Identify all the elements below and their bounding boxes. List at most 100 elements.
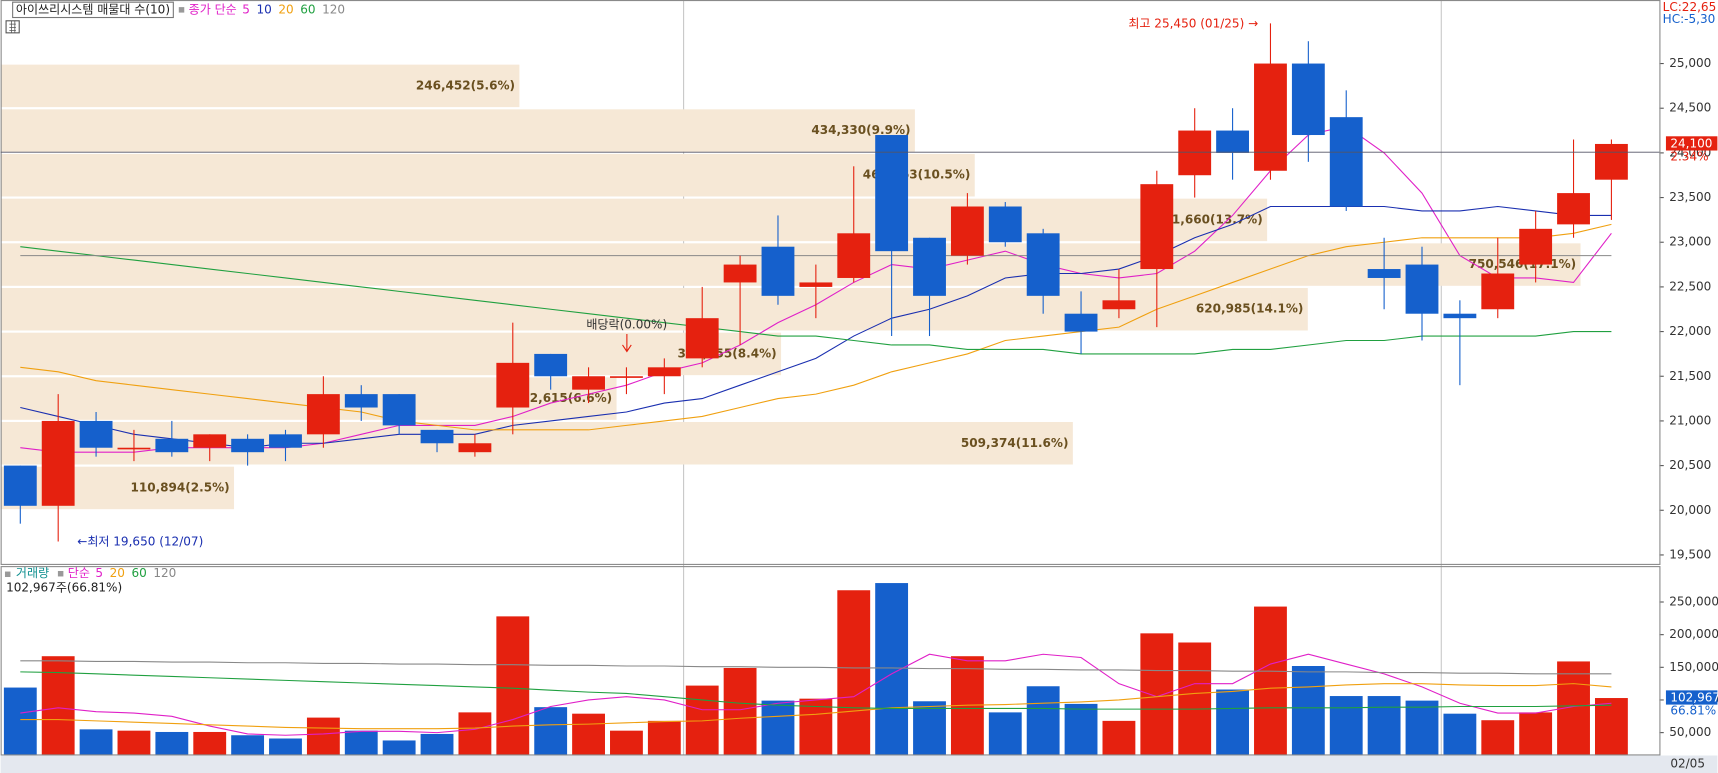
candle-body [647, 367, 681, 377]
candle-body [950, 206, 984, 256]
candle-body [1557, 193, 1590, 225]
volume-bar [875, 583, 909, 756]
candle-body [875, 135, 909, 252]
candle-body [1026, 233, 1060, 296]
candle-body [41, 420, 75, 506]
low-note: ←최저 19,650 (12/07) [77, 534, 203, 548]
volume-subtitle: 102,967주(66.81%) [6, 580, 122, 594]
volume-bar [1443, 713, 1477, 756]
candle-body [572, 376, 605, 390]
ma-line [20, 660, 1612, 675]
volume-bar [1329, 696, 1363, 756]
candle-body [988, 206, 1022, 243]
y-tick-label: 22,000 [1669, 324, 1711, 338]
candle-body [534, 353, 568, 377]
last-price-change: 2.34% [1670, 150, 1708, 164]
volume-bar [799, 698, 833, 756]
y-tick-label: 20,500 [1669, 458, 1711, 472]
legend-marker [4, 571, 11, 578]
candle-body [1254, 63, 1287, 171]
ma-line [20, 653, 1612, 736]
last-volume-badge [1665, 690, 1718, 705]
volume-bar [1102, 720, 1136, 756]
volume-bar [837, 590, 871, 756]
volume-bar [41, 656, 75, 756]
volume-bar [1291, 666, 1325, 756]
x-axis-strip [0, 755, 1718, 773]
legend-entry: 20 [278, 2, 293, 16]
volume-bar [496, 616, 530, 756]
profile-label: 110,894(2.5%) [130, 480, 229, 494]
last-price-label: 24,100 [1670, 136, 1712, 150]
candle-body [1367, 269, 1401, 278]
y-tick-label: 23,500 [1669, 190, 1711, 204]
volume-bar [1178, 642, 1212, 756]
volume-bar [3, 687, 37, 756]
y-tick-label: 23,000 [1669, 235, 1711, 249]
candle-body [193, 434, 227, 448]
candle-body [3, 465, 37, 506]
legend-title-box [12, 1, 174, 19]
candle-body [344, 394, 378, 408]
profile-label: 246,452(5.6%) [416, 78, 515, 92]
last-volume-ratio: 66.81% [1670, 704, 1716, 718]
candle-body [761, 246, 795, 296]
y-tick-label: 50,000 [1669, 725, 1711, 739]
legend-entry: 5 [242, 2, 250, 16]
candle-body [1102, 300, 1136, 310]
volume-bar [1254, 606, 1287, 756]
dividend-arrow [622, 333, 632, 353]
legend-entry: 120 [153, 566, 176, 580]
x-end-label: 02/05 [1670, 757, 1705, 771]
candle-body [458, 443, 492, 453]
lc-label: LC:22,65 [1663, 0, 1717, 14]
volume-bar [193, 731, 227, 756]
profile-bar [0, 198, 1268, 242]
volume-bar [1519, 712, 1553, 756]
profile-label: 434,330(9.9%) [811, 123, 910, 137]
legend-entry: 60 [131, 566, 146, 580]
candle-body [231, 438, 265, 453]
legend-title: 거래량 [16, 566, 49, 580]
candle-body [382, 394, 416, 426]
candle-body [799, 282, 833, 287]
volume-bar [1140, 633, 1174, 756]
volume-bar [117, 730, 151, 756]
volume-frame [0, 566, 1661, 756]
ma-line [20, 671, 1612, 710]
volume-bar [1594, 698, 1628, 756]
legend-title: 아이쓰리시스템 매물대 수(10) [16, 2, 170, 16]
legend-prefix: 종가 단순 [189, 2, 237, 16]
candle-body [837, 233, 871, 278]
volume-bar [1216, 689, 1250, 756]
candle-body [1481, 273, 1515, 310]
volume-bar [761, 700, 795, 756]
y-tick-label: 21,500 [1669, 369, 1711, 383]
y-tick-label: 250,000 [1669, 595, 1718, 609]
profile-bar [0, 109, 915, 152]
y-tick-label: 150,000 [1669, 660, 1718, 674]
candle-body [155, 438, 189, 453]
candle-body [685, 318, 719, 359]
volume-bar [723, 667, 757, 756]
legend-entry: 60 [300, 2, 315, 16]
volume-bar [1064, 703, 1098, 756]
legend-entry: 20 [110, 566, 125, 580]
volume-bar [382, 740, 416, 756]
grid-icon-lines [9, 20, 16, 33]
y-tick-label: 21,000 [1669, 413, 1711, 427]
candle-body [1216, 130, 1250, 153]
volume-bar [420, 733, 454, 756]
candle-body [913, 237, 946, 296]
volume-bar [458, 712, 492, 756]
legend-entry: 5 [95, 566, 103, 580]
y-tick-label: 25,000 [1669, 56, 1711, 70]
candle-body [496, 362, 530, 408]
high-note: 최고 25,450 (01/25) → [1128, 17, 1258, 31]
volume-bar [1405, 700, 1439, 756]
candle-body [1291, 63, 1325, 136]
candle-body [269, 434, 302, 448]
y-tick-label: 19,500 [1669, 547, 1711, 561]
volume-bar [572, 713, 605, 756]
